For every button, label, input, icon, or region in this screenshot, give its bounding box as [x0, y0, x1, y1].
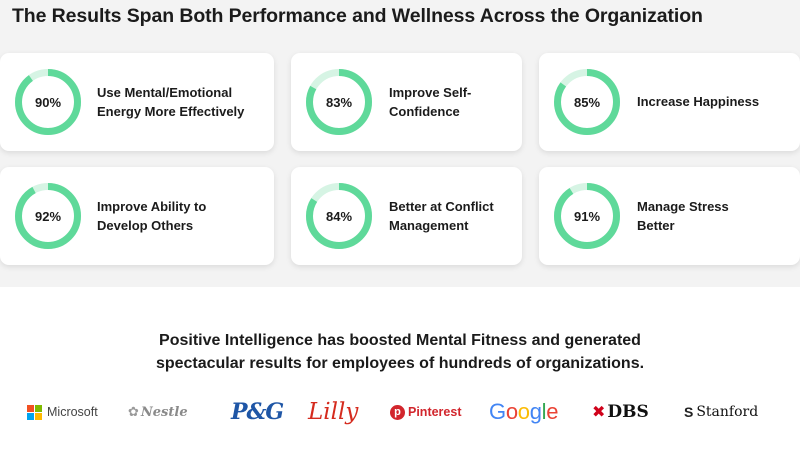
pg-name: P&G	[231, 399, 284, 425]
stat-label-line: Energy More Effectively	[97, 104, 245, 119]
progress-ring: 90%	[14, 68, 82, 136]
ring-svg	[554, 183, 620, 249]
stat-label: Better at Conflict Management	[389, 197, 554, 235]
stat-label-line: Manage Stress	[637, 199, 729, 214]
progress-ring: 91%	[553, 182, 621, 250]
stat-label-line: Use Mental/Emotional	[97, 85, 233, 100]
stanford-logo: S Stanford	[684, 394, 758, 430]
ring-svg	[306, 69, 372, 135]
page-title: The Results Span Both Performance and We…	[12, 5, 703, 27]
tagline-line: spectacular results for employees of hun…	[155, 355, 645, 372]
percent-value: 83%	[325, 94, 353, 110]
stanford-name: Stanford	[696, 404, 759, 420]
google-letter: G	[489, 399, 506, 424]
tagline: Positive Intelligence has boosted Mental…	[0, 329, 800, 375]
stat-card: 91% Manage Stress Better	[539, 167, 800, 265]
stat-card: 84% Better at Conflict Management	[291, 167, 522, 265]
ring-fill	[554, 183, 620, 249]
google-logo: Google	[489, 394, 558, 430]
stat-label: Improve Self- Confidence	[389, 83, 554, 121]
stat-label-line: Improve Ability to	[97, 199, 207, 214]
percent-value: 90%	[34, 94, 62, 110]
nestle-logo: ✿ Nestle	[128, 394, 188, 430]
ring-svg	[15, 183, 81, 249]
ring-svg	[15, 69, 81, 135]
microsoft-icon	[27, 404, 42, 420]
pinterest-name: Pinterest	[408, 405, 462, 419]
ring-fill	[15, 183, 81, 249]
results-panel: The Results Span Both Performance and We…	[0, 0, 800, 287]
percent-value: 85%	[573, 94, 601, 110]
stat-card: 90% Use Mental/Emotional Energy More Eff…	[0, 53, 274, 151]
ring-svg	[306, 183, 372, 249]
client-logos: Microsoft ✿ Nestle P&G Lilly p Pinterest…	[0, 394, 800, 430]
pinterest-logo: p Pinterest	[390, 394, 462, 430]
dbs-logo: ✖ DBS	[592, 394, 649, 430]
percent-value: 92%	[34, 208, 62, 224]
dbs-star-icon: ✖	[592, 404, 606, 421]
stat-label: Manage Stress Better	[637, 197, 800, 235]
microsoft-name: Microsoft	[47, 405, 98, 419]
stat-label-line: Increase Happiness	[637, 94, 760, 109]
stat-label: Use Mental/Emotional Energy More Effecti…	[97, 83, 262, 121]
google-letter: e	[546, 399, 559, 424]
stat-label-line: Better at Conflict	[389, 199, 494, 214]
pg-logo: P&G	[231, 394, 284, 430]
lilly-name: Lilly	[308, 399, 359, 425]
stat-label-line: Confidence	[389, 104, 460, 119]
stat-card: 85% Increase Happiness	[539, 53, 800, 151]
ring-fill	[15, 69, 81, 135]
bird-nest-icon: ✿	[128, 404, 139, 419]
progress-ring: 83%	[305, 68, 373, 136]
stat-label: Improve Ability to Develop Others	[97, 197, 262, 235]
progress-ring: 92%	[14, 182, 82, 250]
ring-fill	[306, 183, 372, 249]
google-letter: l	[541, 399, 547, 424]
percent-value: 84%	[325, 208, 353, 224]
lilly-logo: Lilly	[308, 394, 358, 430]
progress-ring: 84%	[305, 182, 373, 250]
percent-value: 91%	[573, 208, 601, 224]
progress-ring: 85%	[553, 68, 621, 136]
ring-fill	[554, 69, 620, 135]
stat-label: Increase Happiness	[637, 92, 800, 111]
stat-label-line: Management	[389, 218, 469, 233]
ring-svg	[554, 69, 620, 135]
tagline-line: Positive Intelligence has boosted Mental…	[159, 332, 641, 349]
stanford-tree-icon: S	[684, 404, 694, 420]
google-letter: o	[505, 399, 518, 424]
ring-fill	[306, 69, 372, 135]
stat-label-line: Better	[637, 218, 675, 233]
google-letter: o	[517, 399, 530, 424]
microsoft-logo: Microsoft	[27, 394, 98, 430]
nestle-name: Nestle	[140, 404, 188, 420]
stat-label-line: Develop Others	[97, 218, 194, 233]
pinterest-icon: p	[390, 404, 405, 420]
dbs-name: DBS	[607, 402, 649, 422]
google-name: Google	[489, 399, 558, 425]
stat-label-line: Improve Self-	[389, 85, 472, 100]
google-letter: g	[529, 399, 542, 424]
stat-card: 83% Improve Self- Confidence	[291, 53, 522, 151]
stat-card: 92% Improve Ability to Develop Others	[0, 167, 274, 265]
